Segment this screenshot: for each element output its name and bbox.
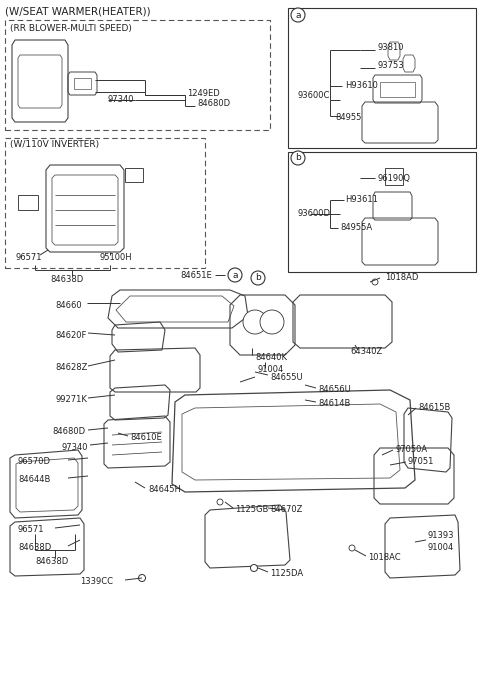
Text: 84638D: 84638D: [50, 276, 83, 285]
Text: 97340: 97340: [108, 95, 134, 105]
Text: 97340: 97340: [62, 443, 88, 452]
Bar: [288, 8, 476, 148]
Bar: [5, 20, 270, 130]
Circle shape: [372, 279, 378, 285]
Text: 84955: 84955: [335, 114, 361, 122]
Text: 96190Q: 96190Q: [377, 174, 410, 183]
Text: 96570D: 96570D: [18, 458, 51, 466]
Bar: [5, 138, 205, 268]
Text: 1125DA: 1125DA: [270, 569, 303, 579]
Text: 84638D: 84638D: [18, 544, 51, 552]
Text: 84651E: 84651E: [180, 270, 212, 279]
Circle shape: [349, 545, 355, 551]
Text: 97051: 97051: [408, 458, 434, 466]
Text: 93753: 93753: [377, 62, 404, 70]
Text: 84615B: 84615B: [418, 404, 450, 412]
Text: 93600C: 93600C: [298, 91, 330, 101]
Text: 84656U: 84656U: [318, 385, 351, 395]
Bar: [288, 152, 476, 272]
Text: 84680D: 84680D: [52, 427, 85, 437]
Circle shape: [243, 310, 267, 334]
Text: 91004: 91004: [428, 544, 454, 552]
Text: b: b: [295, 153, 301, 162]
Circle shape: [251, 564, 257, 571]
Circle shape: [217, 499, 223, 505]
Text: 1018AC: 1018AC: [368, 554, 401, 562]
Text: 96571: 96571: [18, 525, 45, 535]
Text: 84614B: 84614B: [318, 400, 350, 408]
Text: 84620F: 84620F: [55, 331, 86, 339]
Text: 84670Z: 84670Z: [270, 506, 302, 514]
Text: 93600D: 93600D: [298, 210, 331, 218]
Text: 93810: 93810: [377, 43, 404, 53]
Text: 91004: 91004: [258, 366, 284, 375]
Circle shape: [291, 151, 305, 165]
Text: 84628Z: 84628Z: [55, 364, 87, 372]
Text: 1018AD: 1018AD: [385, 274, 419, 283]
Text: 84680D: 84680D: [197, 99, 230, 109]
Text: 1249ED: 1249ED: [187, 89, 220, 97]
Text: 84955A: 84955A: [340, 224, 372, 233]
Text: (W/110V INVERTER): (W/110V INVERTER): [10, 141, 99, 149]
Text: (RR BLOWER-MULTI SPEED): (RR BLOWER-MULTI SPEED): [10, 24, 132, 32]
Text: 96571: 96571: [16, 254, 43, 262]
Text: 1125GB: 1125GB: [235, 506, 268, 514]
Circle shape: [228, 268, 242, 282]
Text: 84660: 84660: [55, 301, 82, 310]
Text: 95100H: 95100H: [100, 254, 132, 262]
Text: 84640K: 84640K: [255, 352, 287, 362]
Text: 64340Z: 64340Z: [350, 347, 382, 356]
Circle shape: [139, 575, 145, 581]
Circle shape: [251, 271, 265, 285]
Text: 91393: 91393: [428, 531, 455, 539]
Text: 84610E: 84610E: [130, 433, 162, 443]
Text: a: a: [232, 270, 238, 279]
Text: H93610: H93610: [345, 82, 378, 91]
Text: 99271K: 99271K: [55, 395, 87, 404]
Circle shape: [260, 310, 284, 334]
Text: 84655U: 84655U: [270, 372, 302, 381]
Text: 1339CC: 1339CC: [80, 577, 113, 587]
Text: 84645H: 84645H: [148, 485, 181, 495]
Text: 84638D: 84638D: [35, 558, 68, 566]
Text: (W/SEAT WARMER(HEATER)): (W/SEAT WARMER(HEATER)): [5, 7, 151, 17]
Circle shape: [291, 8, 305, 22]
Text: H93611: H93611: [345, 195, 378, 205]
Text: 84644B: 84644B: [18, 475, 50, 485]
Text: b: b: [255, 274, 261, 283]
Text: 97050A: 97050A: [395, 445, 427, 454]
Text: a: a: [295, 11, 301, 20]
